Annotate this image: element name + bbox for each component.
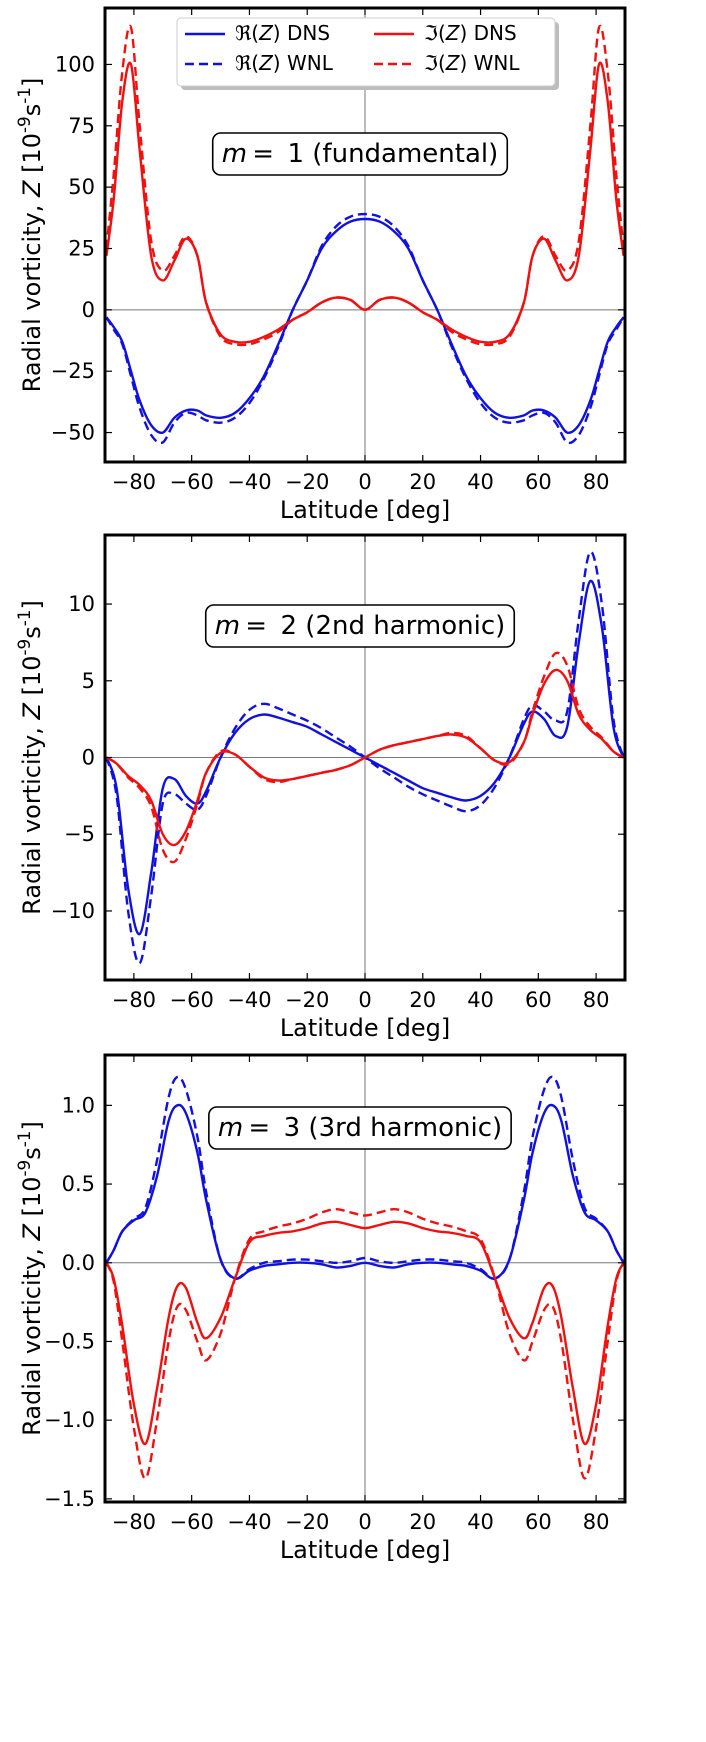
x-tick-label: −20: [285, 988, 329, 1012]
y-tick-label: −1.5: [44, 1487, 95, 1511]
x-tick-label: 0: [358, 988, 371, 1012]
y-tick-label: 10: [68, 592, 95, 616]
y-axis-label: Radial vorticity, Z [10-9s-1]: [14, 600, 46, 915]
panel-annotation: m = 3 (3rd harmonic): [208, 1106, 512, 1150]
series-real-wnl-line: [105, 1075, 625, 1280]
x-tick-label: −80: [112, 470, 156, 494]
x-tick-label: −40: [227, 988, 271, 1012]
y-axis-label: Radial vorticity, Z [10-9s-1]: [14, 78, 46, 393]
panel-annotation: m = 2 (2nd harmonic): [204, 604, 516, 648]
chart-panel-3: −80 −60 −40 −20 0 20 40 60 80 −1.5 −1.0 −0.5 0.0 0.5 1…: [14, 1053, 627, 1564]
x-tick-label: −80: [112, 988, 156, 1012]
x-tick-label: 40: [467, 470, 494, 494]
x-tick-label: 20: [409, 988, 436, 1012]
annotation-box: [208, 1106, 512, 1150]
annotation-box: [211, 132, 509, 176]
x-tick-label: 60: [525, 470, 552, 494]
y-tick-label: 0: [82, 746, 95, 770]
x-tick-label: −60: [170, 988, 214, 1012]
x-tick-label: 60: [525, 988, 552, 1012]
x-tick-label: −60: [170, 1510, 214, 1534]
series-imag-wnl-line: [105, 1208, 625, 1480]
series-imag-dns-line: [105, 1220, 625, 1446]
chart-panel-2: −80 −60 −40 −20 0 20 40 60 80 −10 −5 0 5 10 Latitude […: [14, 533, 627, 1042]
x-tick-label: 60: [525, 1510, 552, 1534]
legend: ℜ(Z) DNS ℜ(Z) WNL ℑ(Z) DNS ℑ(Z) WNL: [176, 17, 559, 90]
y-tick-label: 5: [82, 669, 95, 693]
x-tick-label: −20: [285, 1510, 329, 1534]
annotation-text: m = 1 (fundamental): [222, 139, 499, 169]
y-axis-label: Radial vorticity, Z [10-9s-1]: [14, 1121, 46, 1436]
legend-label: ℑ(Z) DNS: [424, 21, 517, 45]
x-tick-label: −60: [170, 470, 214, 494]
x-tick-label: −40: [227, 470, 271, 494]
y-tick-label: 0.0: [62, 1251, 95, 1275]
y-tick-label: −50: [51, 421, 95, 445]
x-axis-label: Latitude [deg]: [280, 496, 450, 524]
x-tick-label: 0: [358, 470, 371, 494]
legend-label: ℜ(Z) WNL: [235, 51, 334, 75]
y-tick-label: −1.0: [44, 1408, 95, 1432]
panel-annotation: m = 1 (fundamental): [211, 132, 509, 176]
plot-area: [105, 550, 625, 965]
y-tick-label: 50: [68, 175, 95, 199]
y-tick-label: 1.0: [62, 1093, 95, 1117]
y-tick-label: 100: [55, 52, 95, 76]
y-tick-label: 0: [82, 298, 95, 322]
x-tick-label: −20: [285, 470, 329, 494]
annotation-box: [204, 604, 516, 648]
x-tick-label: 40: [467, 1510, 494, 1534]
x-tick-label: −40: [227, 1510, 271, 1534]
series-imag-wnl-line: [105, 24, 625, 347]
series-imag-wnl-line: [105, 651, 625, 864]
series-real-dns-line: [105, 217, 625, 435]
x-tick-label: 0: [358, 1510, 371, 1534]
x-tick-label: 20: [409, 470, 436, 494]
y-tick-label: 25: [68, 236, 95, 260]
x-axis-label: Latitude [deg]: [280, 1014, 450, 1042]
x-tick-label: 40: [467, 988, 494, 1012]
y-tick-label: −5: [64, 822, 95, 846]
x-axis-label: Latitude [deg]: [280, 1536, 450, 1564]
x-tick-label: 80: [583, 1510, 610, 1534]
x-tick-label: −80: [112, 1510, 156, 1534]
y-tick-label: 75: [68, 114, 95, 138]
x-tick-label: 20: [409, 1510, 436, 1534]
annotation-text: m = 3 (3rd harmonic): [218, 1113, 502, 1143]
y-tick-label: −10: [51, 899, 95, 923]
legend-box: [176, 17, 556, 87]
chart-panel-1: −80 −60 −40 −20 0 20 40 60 80 −50 −25 0 25 50 75 100 Lat…: [14, 6, 627, 524]
annotation-text: m = 2 (2nd harmonic): [215, 611, 506, 641]
plot-area: [105, 1075, 625, 1480]
y-tick-label: −25: [51, 359, 95, 383]
legend-label: ℑ(Z) WNL: [424, 51, 520, 75]
plot-area: [105, 24, 625, 445]
y-tick-label: −0.5: [44, 1329, 95, 1353]
series-real-wnl-line: [105, 212, 625, 445]
x-tick-label: 80: [583, 470, 610, 494]
y-tick-label: 0.5: [62, 1172, 95, 1196]
legend-label: ℜ(Z) DNS: [235, 21, 330, 45]
x-tick-label: 80: [583, 988, 610, 1012]
series-real-dns-line: [105, 1103, 625, 1280]
